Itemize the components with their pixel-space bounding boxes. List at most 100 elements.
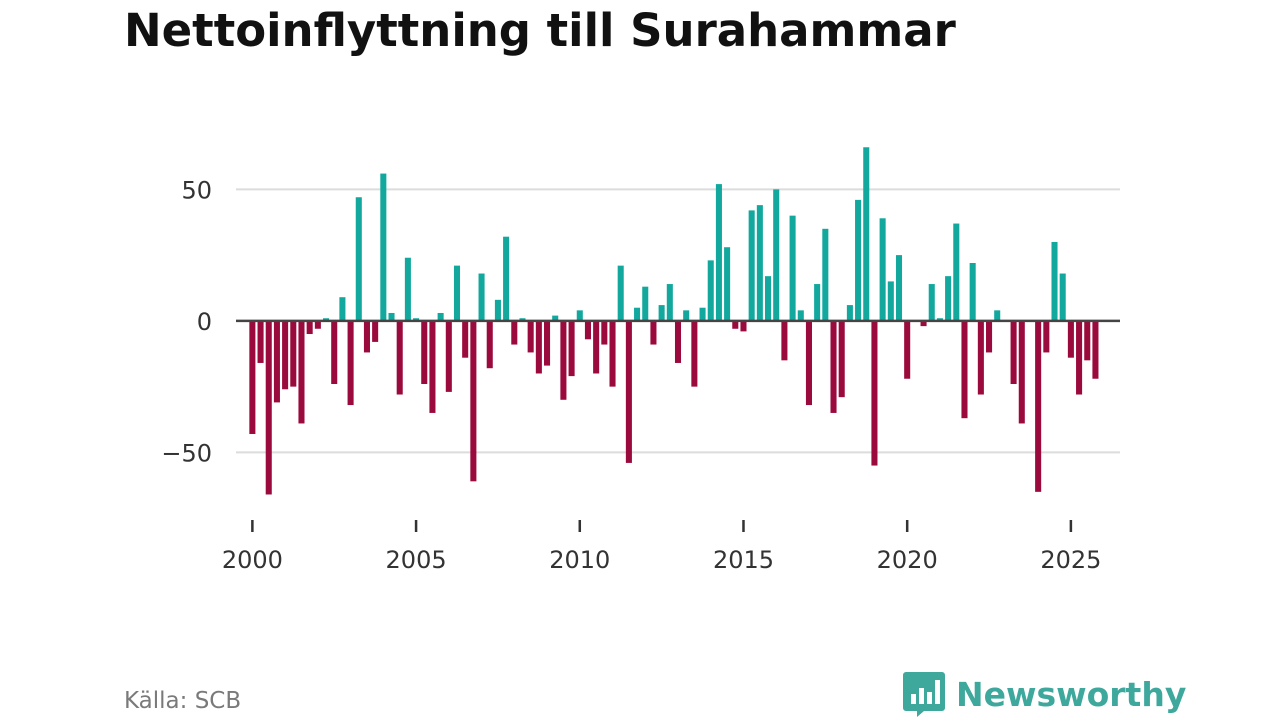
bar (642, 286, 649, 321)
bars (249, 147, 1099, 495)
bar (691, 320, 698, 387)
bar (1018, 320, 1025, 424)
bar (282, 320, 289, 390)
bar (298, 320, 305, 424)
bar (486, 320, 493, 369)
bar (863, 147, 870, 321)
bar (404, 257, 411, 321)
bar (707, 260, 714, 321)
bar (756, 205, 763, 321)
bar (429, 320, 436, 413)
bar (617, 265, 624, 321)
bar (249, 320, 256, 434)
bar (945, 276, 952, 321)
bar (323, 318, 330, 321)
bar (544, 320, 551, 366)
x-tick-label: 2000 (222, 546, 283, 574)
bar (666, 284, 673, 321)
bar (363, 320, 370, 353)
bar (1059, 273, 1066, 321)
bar (789, 215, 796, 321)
bar (1092, 320, 1099, 379)
x-tick-label: 2025 (1040, 546, 1101, 574)
bar (928, 284, 935, 321)
bar (855, 199, 862, 321)
bar (895, 255, 903, 321)
bar (634, 307, 641, 321)
bar (413, 318, 420, 321)
bar (797, 310, 804, 321)
bar (511, 320, 518, 345)
bar (936, 318, 943, 321)
bar (871, 320, 878, 466)
bar (535, 320, 542, 374)
bar (674, 320, 682, 363)
bar (658, 305, 665, 321)
bar (961, 320, 968, 419)
bar (560, 320, 567, 400)
bar (822, 228, 829, 321)
bar (331, 320, 338, 384)
bar (380, 173, 387, 321)
bar (609, 320, 616, 387)
bar (437, 312, 444, 321)
bar (953, 223, 960, 321)
bar (347, 320, 354, 406)
bar (1076, 320, 1083, 395)
bar (552, 315, 559, 321)
bar (1067, 320, 1074, 358)
bar (830, 320, 837, 413)
bar (478, 273, 485, 321)
bar (1010, 320, 1017, 384)
bar (977, 320, 984, 395)
bar (1084, 320, 1091, 361)
newsworthy-logo-icon (903, 672, 945, 717)
x-tick-label: 2010 (549, 546, 610, 574)
newsworthy-logo-text: Newsworthy (956, 674, 1187, 714)
bar (781, 320, 788, 361)
bar (273, 320, 280, 403)
bar (1043, 320, 1050, 353)
bar (576, 310, 583, 321)
bar (396, 320, 403, 395)
bar (814, 284, 821, 321)
y-tick-label: −50 (161, 439, 212, 467)
bar (732, 320, 739, 329)
bar (445, 320, 452, 392)
bar (650, 320, 657, 345)
bar (969, 263, 976, 321)
bar (503, 236, 510, 321)
bar (568, 320, 575, 377)
y-tick-label: 0 (197, 308, 212, 336)
bar (846, 305, 853, 321)
axes: 50 0 −50 2000 2005 2010 2015 2020 2025 (161, 176, 1101, 574)
bar (388, 312, 395, 321)
bar (314, 320, 321, 329)
bar (290, 320, 297, 387)
bar (838, 320, 845, 398)
bar (494, 299, 501, 321)
bar (887, 281, 894, 321)
y-tick-label: 50 (181, 176, 212, 204)
bar (265, 320, 272, 495)
bar (920, 320, 927, 327)
bar (601, 320, 608, 345)
bar (740, 320, 747, 332)
bar (453, 265, 461, 321)
x-tick-label: 2015 (713, 546, 774, 574)
chart-title: Nettoinflyttning till Surahammar (124, 4, 956, 57)
bar (724, 247, 731, 321)
x-tick-label: 2020 (877, 546, 938, 574)
bar (625, 320, 632, 463)
bar (904, 320, 911, 379)
bar (257, 320, 264, 363)
source-note: Källa: SCB (124, 688, 242, 714)
bar (527, 320, 534, 353)
bar (748, 210, 755, 321)
bar (715, 184, 722, 321)
bar (1051, 241, 1058, 321)
x-tick-label: 2005 (386, 546, 447, 574)
bar (421, 320, 428, 384)
bar (879, 218, 886, 321)
